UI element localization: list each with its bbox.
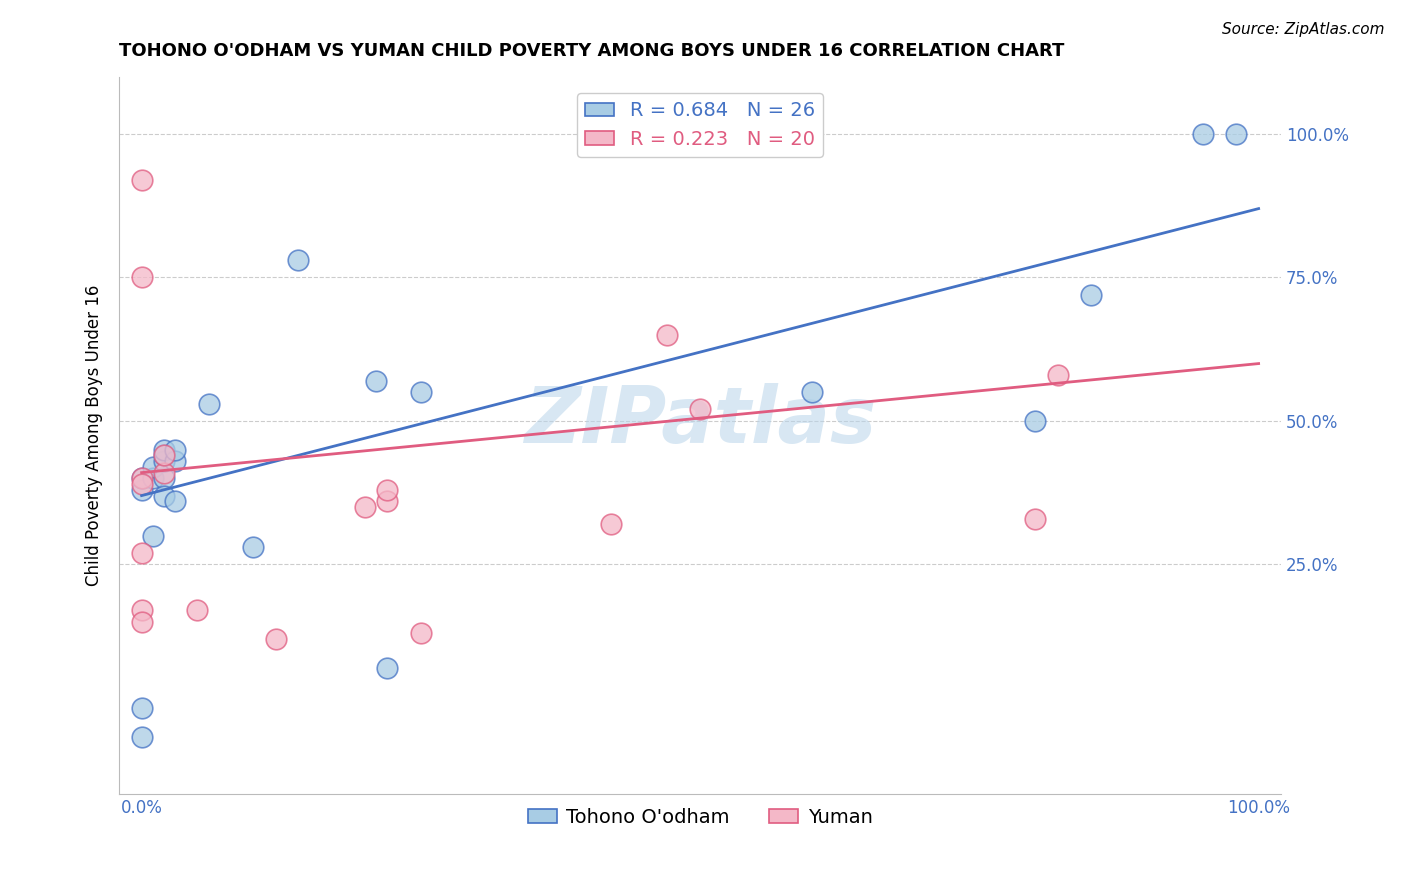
- Point: [131, 477, 153, 491]
- Point: [287, 253, 309, 268]
- Point: [153, 466, 176, 480]
- Point: [153, 471, 176, 485]
- Point: [1024, 414, 1046, 428]
- Text: TOHONO O'ODHAM VS YUMAN CHILD POVERTY AMONG BOYS UNDER 16 CORRELATION CHART: TOHONO O'ODHAM VS YUMAN CHILD POVERTY AM…: [120, 42, 1064, 60]
- Point: [366, 374, 388, 388]
- Point: [242, 540, 264, 554]
- Point: [165, 494, 187, 508]
- Point: [153, 454, 176, 468]
- Point: [131, 471, 153, 485]
- Point: [131, 546, 153, 560]
- Point: [131, 730, 153, 744]
- Y-axis label: Child Poverty Among Boys Under 16: Child Poverty Among Boys Under 16: [86, 285, 103, 586]
- Point: [153, 442, 176, 457]
- Point: [409, 626, 432, 640]
- Point: [599, 517, 621, 532]
- Text: ZIPatlas: ZIPatlas: [524, 383, 876, 459]
- Point: [186, 603, 208, 617]
- Point: [1046, 368, 1069, 382]
- Point: [165, 454, 187, 468]
- Point: [131, 471, 153, 485]
- Point: [142, 529, 165, 543]
- Point: [1080, 287, 1102, 301]
- Point: [131, 483, 153, 497]
- Point: [377, 483, 399, 497]
- Point: [1191, 127, 1213, 141]
- Point: [142, 459, 165, 474]
- Legend: Tohono O'odham, Yuman: Tohono O'odham, Yuman: [520, 800, 880, 835]
- Point: [131, 603, 153, 617]
- Point: [264, 632, 287, 646]
- Point: [655, 327, 678, 342]
- Point: [131, 701, 153, 715]
- Point: [131, 270, 153, 285]
- Point: [377, 661, 399, 675]
- Point: [131, 173, 153, 187]
- Point: [354, 500, 377, 514]
- Point: [377, 494, 399, 508]
- Point: [1225, 127, 1247, 141]
- Point: [197, 397, 219, 411]
- Point: [800, 385, 823, 400]
- Point: [689, 402, 711, 417]
- Point: [153, 489, 176, 503]
- Point: [1024, 511, 1046, 525]
- Point: [131, 615, 153, 629]
- Point: [153, 449, 176, 463]
- Point: [409, 385, 432, 400]
- Point: [165, 442, 187, 457]
- Point: [142, 471, 165, 485]
- Text: Source: ZipAtlas.com: Source: ZipAtlas.com: [1222, 22, 1385, 37]
- Point: [153, 449, 176, 463]
